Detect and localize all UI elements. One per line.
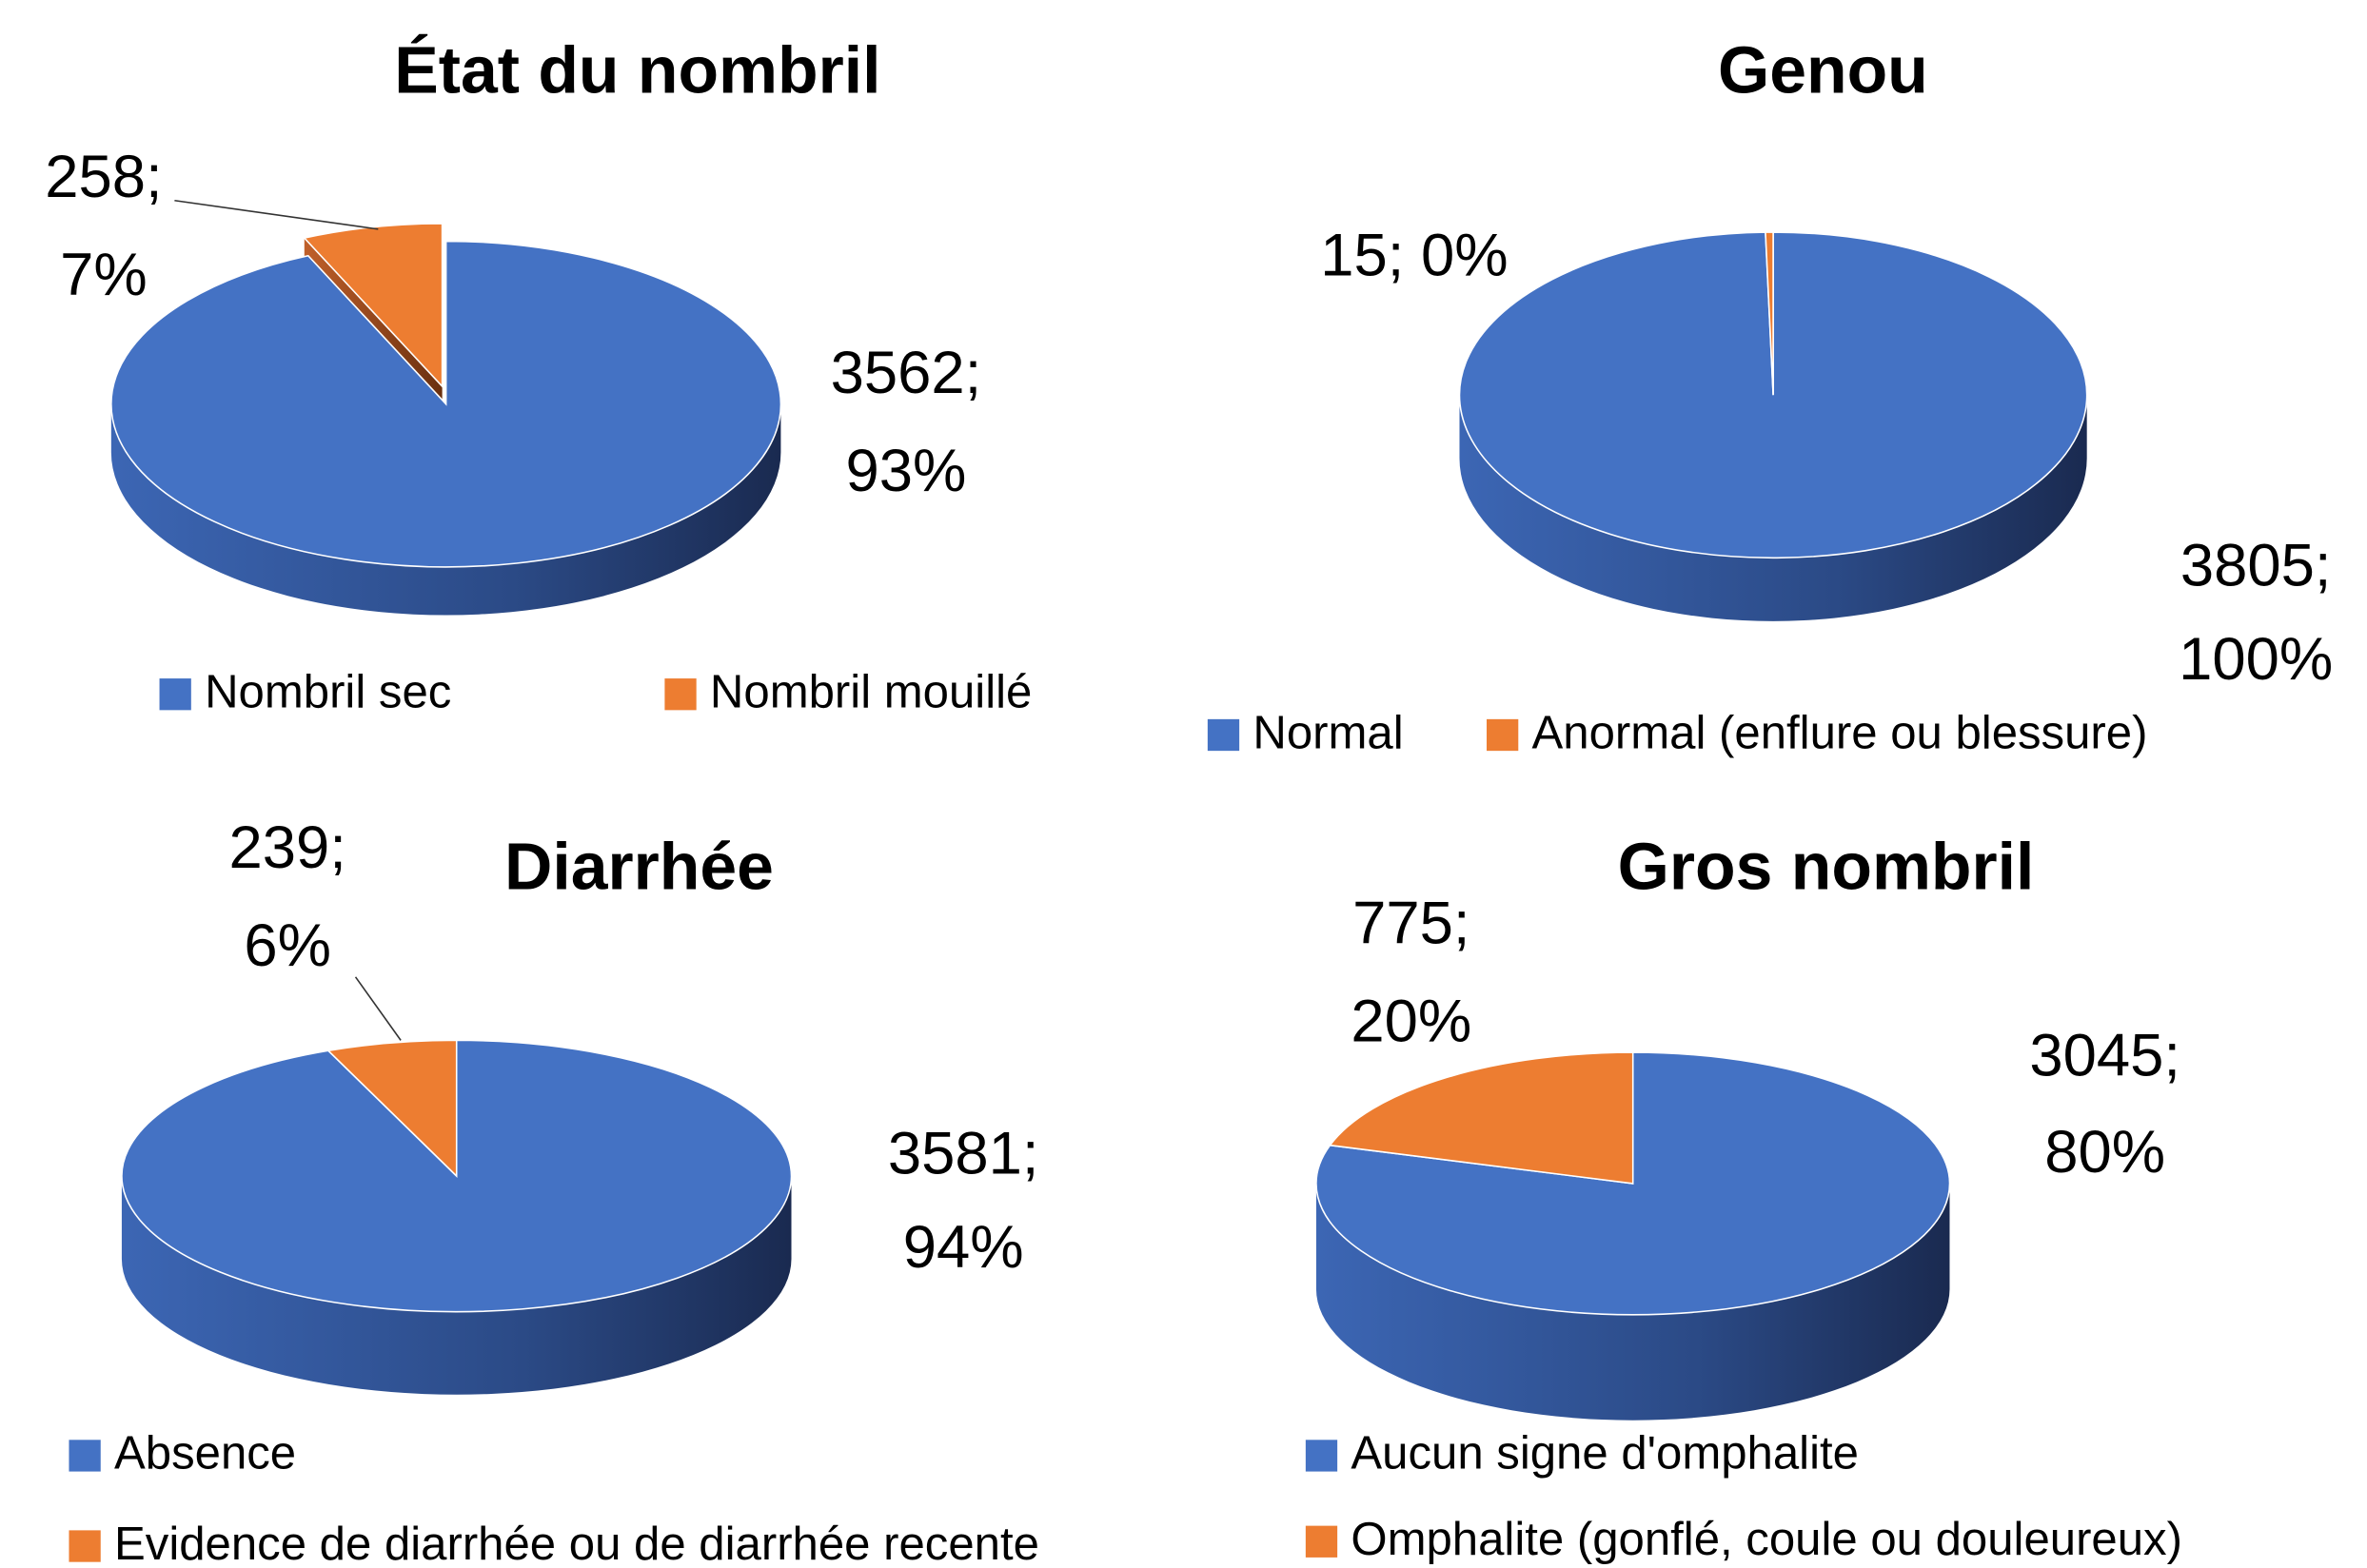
legend-label: Omphalite (gonflé, coule ou douleureux) [1351, 1514, 2182, 1565]
legend-swatch [1487, 718, 1519, 752]
pie-side [121, 1176, 792, 1395]
data-label: 100% [2179, 626, 2333, 693]
data-label: 239; [229, 814, 346, 881]
pie-side [110, 403, 781, 616]
legend-label: Nombril mouillé [710, 666, 1032, 717]
data-label: 3805; [2180, 533, 2332, 599]
chart-title: État du nombril [394, 33, 880, 108]
leader-line [174, 199, 379, 230]
chart-title: Genou [1718, 33, 1928, 108]
data-label: 3581; [888, 1121, 1039, 1187]
pie-side [1315, 1183, 1950, 1421]
pie-side [1459, 395, 2087, 621]
legend-label: Absence [114, 1428, 296, 1480]
data-label: 94% [903, 1214, 1024, 1281]
legend-label: Evidence de diarrhée ou de diarrhée rece… [114, 1519, 1039, 1568]
pie-slice [1328, 1051, 1634, 1185]
legend-label: Nombril sec [205, 666, 451, 717]
data-label: 3045; [2029, 1023, 2180, 1089]
legend-swatch [1305, 1440, 1338, 1472]
legend-swatch [69, 1440, 101, 1472]
pie-slice [110, 240, 782, 568]
legend-swatch [1305, 1525, 1338, 1558]
data-label: 6% [244, 912, 331, 979]
legend-swatch [69, 1530, 101, 1562]
pie-slice [303, 223, 444, 389]
data-label: 3562; [831, 340, 982, 406]
data-label: 20% [1351, 988, 1471, 1054]
pie-slice [1765, 231, 1774, 396]
legend-swatch [1207, 718, 1240, 752]
legend-swatch [159, 678, 191, 711]
data-label: 80% [2044, 1119, 2165, 1186]
data-label: 258; [45, 144, 162, 210]
data-label: 93% [846, 438, 967, 504]
chart-title: Gros nombril [1618, 829, 2035, 903]
legend-label: Anormal (enflure ou blessure) [1532, 707, 2148, 758]
pie-slice [326, 1039, 458, 1178]
data-label: 7% [60, 242, 148, 308]
data-label: 15; 0% [1320, 222, 1508, 288]
chart-title: Diarrhée [504, 829, 774, 903]
legend-label: Normal [1253, 707, 1403, 758]
legend-swatch [664, 678, 697, 711]
data-label: 775; [1352, 890, 1470, 956]
leader-line [354, 976, 402, 1041]
legend-label: Aucun signe d'omphalite [1351, 1428, 1859, 1480]
